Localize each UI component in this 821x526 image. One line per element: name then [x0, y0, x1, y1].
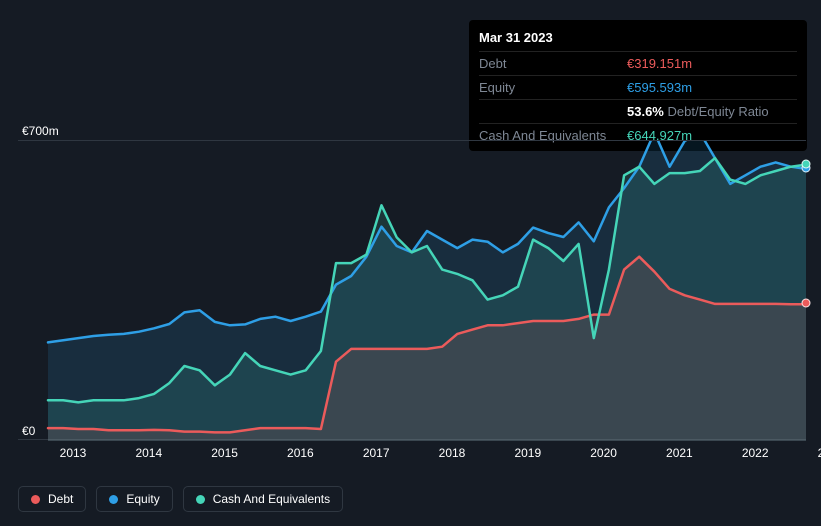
x-axis-ticks: 2013 2014 2015 2016 2017 2018 2019 2020 2021 2022…	[18, 446, 806, 466]
legend-label: Equity	[126, 492, 159, 506]
x-axis-tick-label: 2013	[60, 446, 87, 460]
x-axis-tick-label: 2019	[514, 446, 541, 460]
x-axis-tick-label: 2016	[287, 446, 314, 460]
tooltip-row-value: €319.151m	[627, 52, 797, 76]
tooltip-row-value: €595.593m	[627, 76, 797, 100]
legend-dot-icon	[196, 495, 205, 504]
legend-item-equity[interactable]: Equity	[96, 486, 172, 512]
legend-label: Debt	[48, 492, 73, 506]
legend-item-cash[interactable]: Cash And Equivalents	[183, 486, 343, 512]
x-axis-tick-label: 2020	[590, 446, 617, 460]
x-axis-tick-label: 2023	[818, 446, 821, 460]
tooltip-row-label: Equity	[479, 76, 627, 100]
series-end-marker-icon	[802, 159, 811, 168]
series-end-marker-icon	[802, 299, 811, 308]
x-axis-tick-label: 2022	[742, 446, 769, 460]
y-axis-label-top: €700m	[22, 124, 59, 138]
legend: Debt Equity Cash And Equivalents	[18, 486, 343, 512]
legend-dot-icon	[109, 495, 118, 504]
x-axis-tick-label: 2021	[666, 446, 693, 460]
tooltip-row-label	[479, 100, 627, 124]
legend-dot-icon	[31, 495, 40, 504]
x-axis-tick-label: 2014	[135, 446, 162, 460]
chart-plot-area[interactable]	[18, 140, 806, 440]
tooltip-table: Debt €319.151m Equity €595.593m 53.6% De…	[479, 51, 797, 147]
tooltip-row-label: Debt	[479, 52, 627, 76]
x-axis-tick-label: 2017	[363, 446, 390, 460]
tooltip-date: Mar 31 2023	[479, 26, 797, 51]
tooltip-row-ratio: 53.6% Debt/Equity Ratio	[627, 100, 797, 124]
tooltip-box: Mar 31 2023 Debt €319.151m Equity €595.5…	[469, 20, 807, 151]
chart-container: { "chart": { "type": "area", "width": 78…	[0, 0, 821, 526]
legend-label: Cash And Equivalents	[213, 492, 330, 506]
chart-svg	[18, 141, 806, 441]
legend-item-debt[interactable]: Debt	[18, 486, 86, 512]
x-axis-tick-label: 2018	[439, 446, 466, 460]
x-axis-tick-label: 2015	[211, 446, 238, 460]
